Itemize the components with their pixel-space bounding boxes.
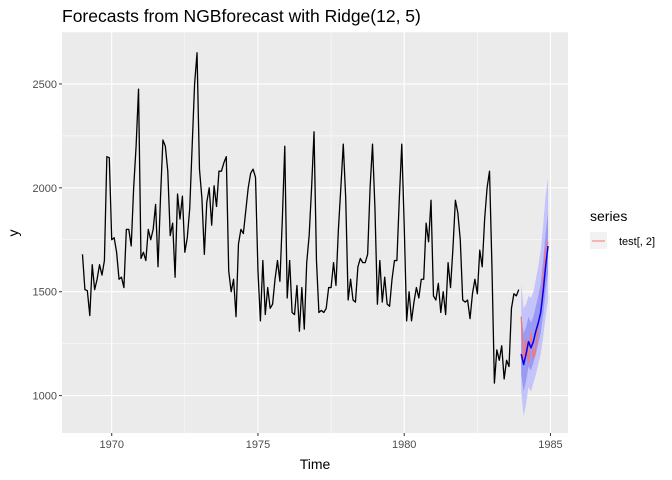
legend: series test[, 2] (590, 208, 655, 249)
chart-title: Forecasts from NGBforecast with Ridge(12… (62, 6, 421, 26)
x-tick-label: 1980 (392, 439, 416, 451)
y-tick-label: 2000 (33, 183, 57, 195)
y-axis-title: y (5, 230, 21, 237)
y-tick-label: 2500 (33, 79, 57, 91)
y-tick-label: 1500 (33, 287, 57, 299)
x-axis-title: Time (300, 456, 331, 472)
y-tick-label: 1000 (33, 391, 57, 403)
x-tick-label: 1985 (538, 439, 562, 451)
forecast-line (520, 245, 549, 366)
history-line (81, 52, 520, 384)
x-tick-label: 1970 (99, 439, 123, 451)
legend-label: test[, 2] (619, 236, 655, 248)
x-tick-label: 1975 (246, 439, 270, 451)
legend-title: series (590, 208, 627, 224)
test-series-line (520, 241, 549, 366)
